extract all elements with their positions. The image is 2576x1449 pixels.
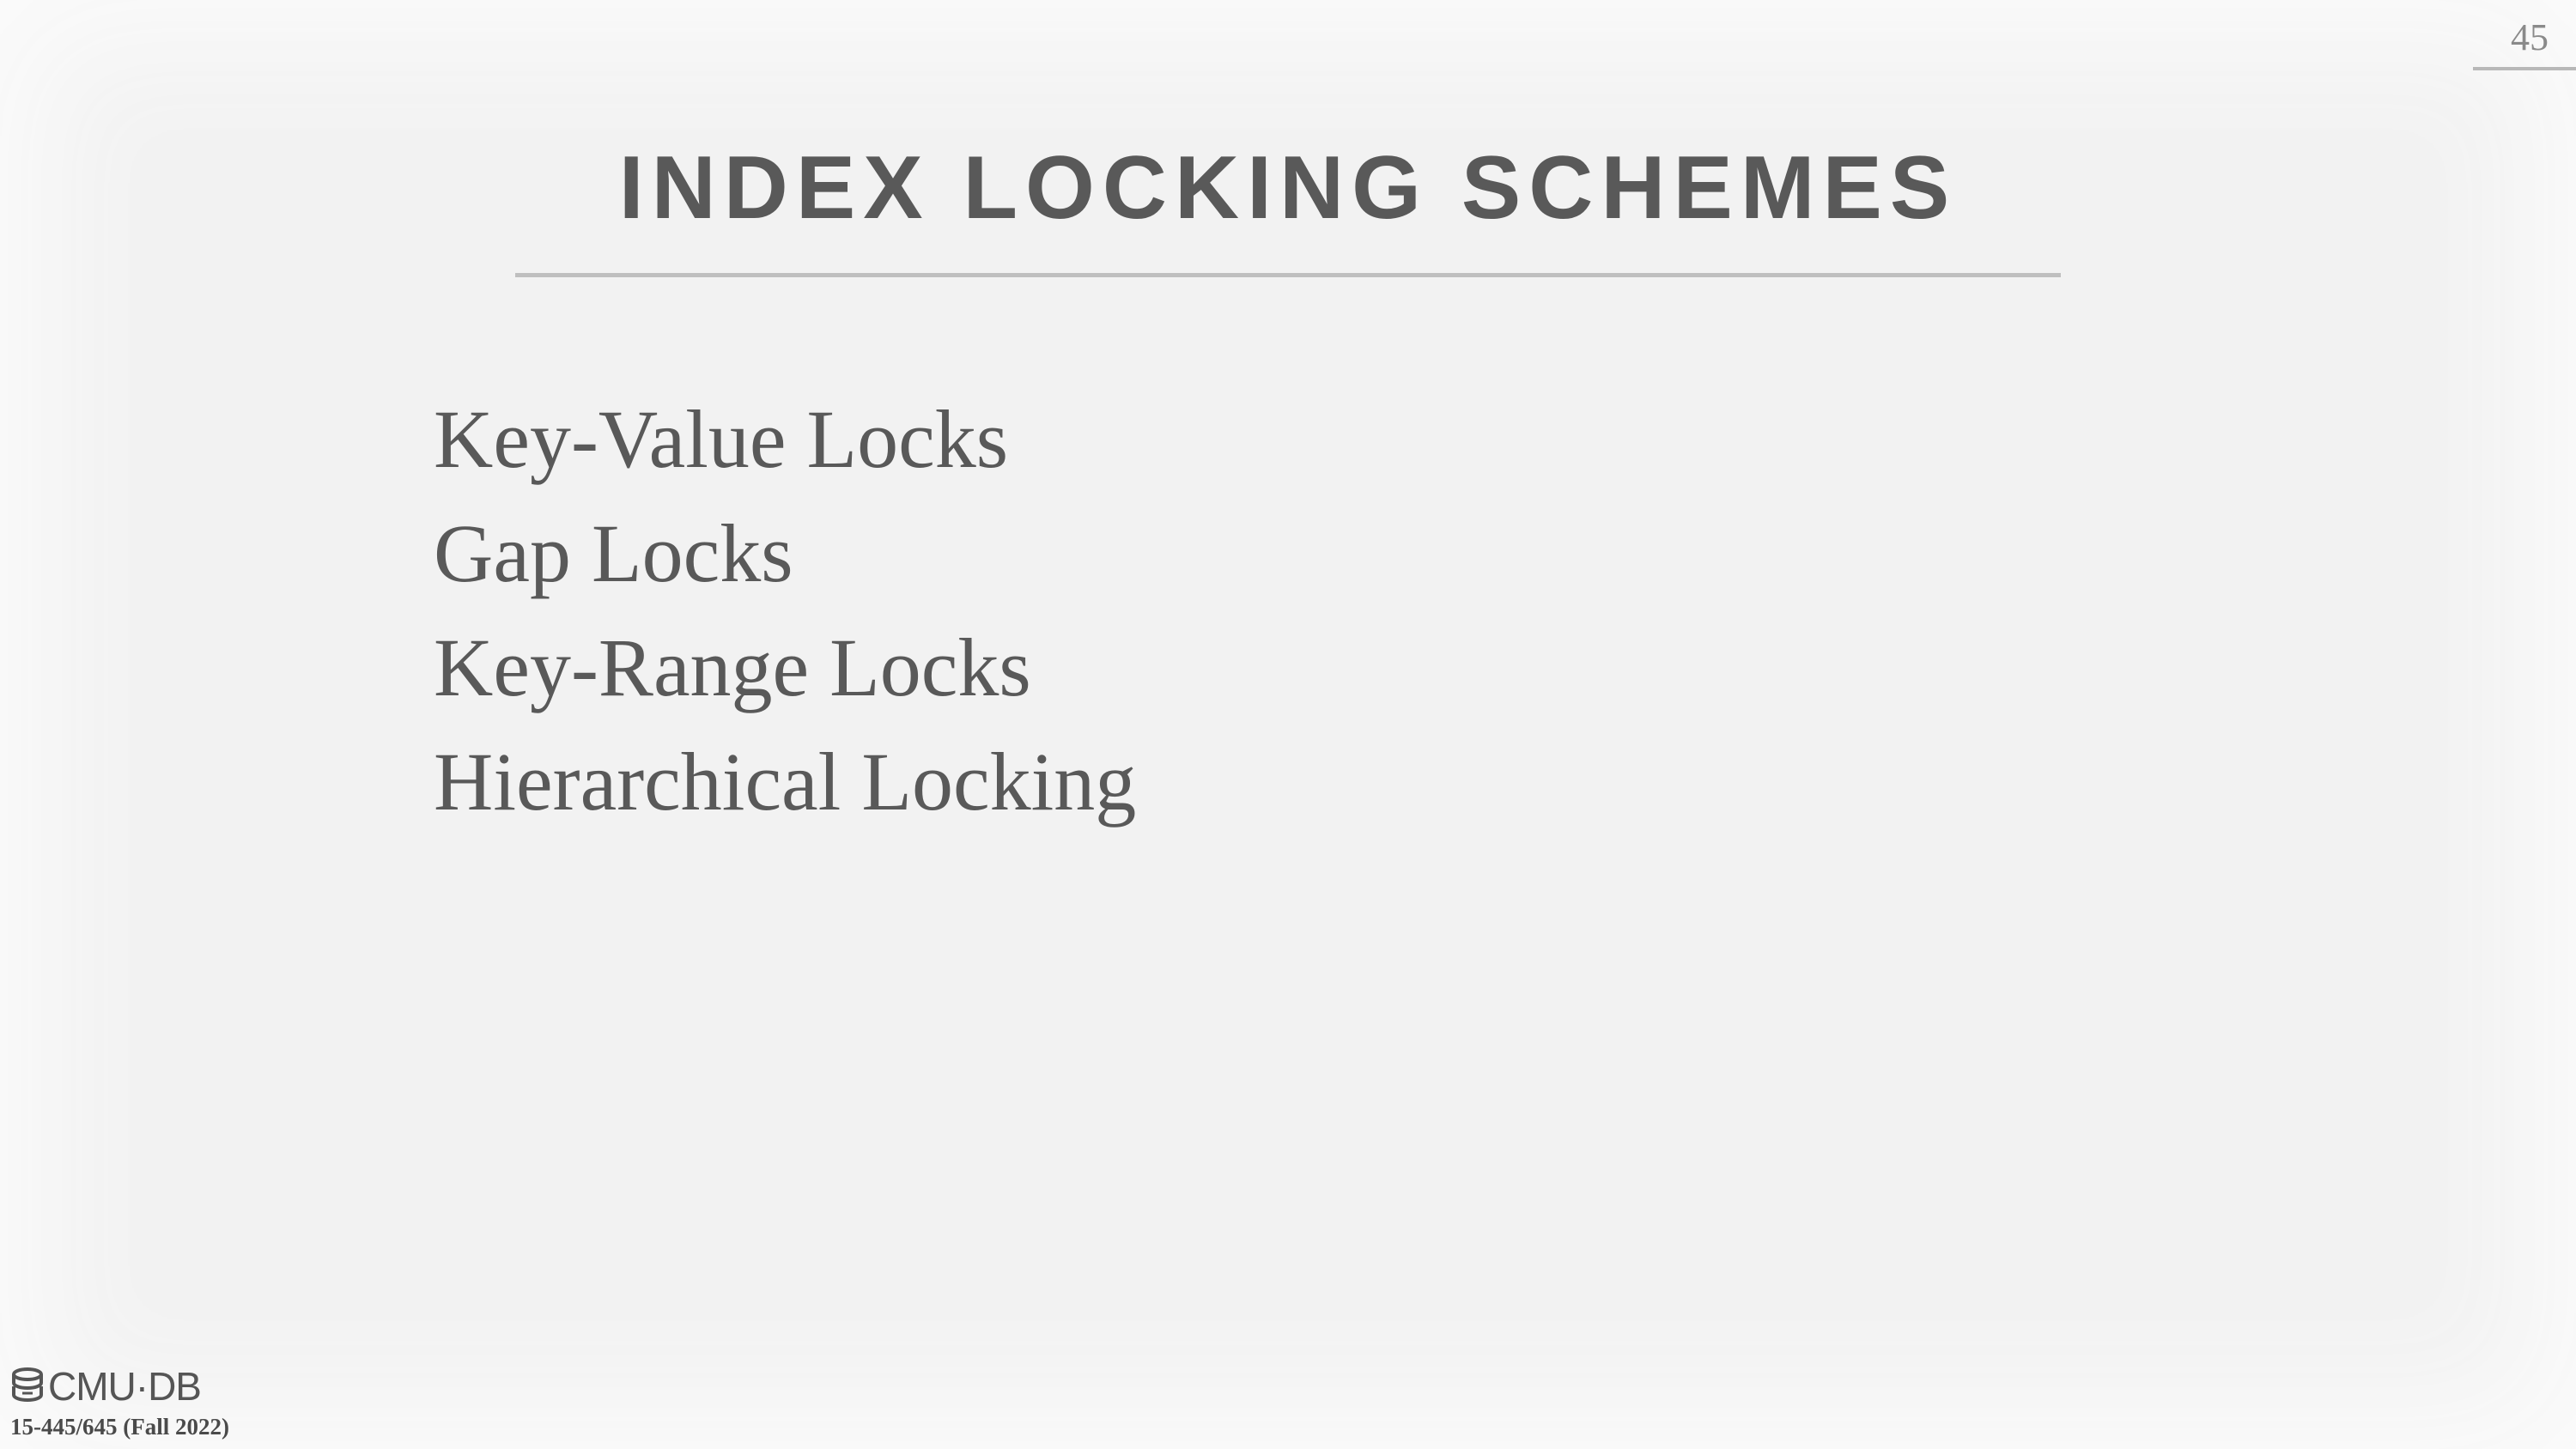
title-underline bbox=[515, 273, 2061, 277]
bullet-item: Key-Value Locks bbox=[434, 393, 1009, 485]
footer: CMU·DB 15-445/645 (Fall 2022) bbox=[10, 1361, 229, 1440]
page-number: 45 bbox=[2511, 16, 2549, 58]
course-label: 15-445/645 (Fall 2022) bbox=[10, 1414, 229, 1440]
database-icon bbox=[12, 1367, 43, 1402]
bullet-item: Key-Range Locks bbox=[434, 621, 1031, 713]
cmu-db-logo: CMU·DB bbox=[10, 1361, 229, 1412]
slide-title: INDEX LOCKING SCHEMES bbox=[618, 138, 1958, 238]
bullet-list: Key-Value Locks Gap Locks Key-Range Lock… bbox=[434, 382, 1136, 839]
bullet-item: Hierarchical Locking bbox=[434, 736, 1137, 828]
page-number-rule bbox=[2473, 67, 2576, 70]
logo-text: CMU·DB bbox=[48, 1364, 202, 1409]
bullet-item: Gap Locks bbox=[434, 507, 793, 599]
